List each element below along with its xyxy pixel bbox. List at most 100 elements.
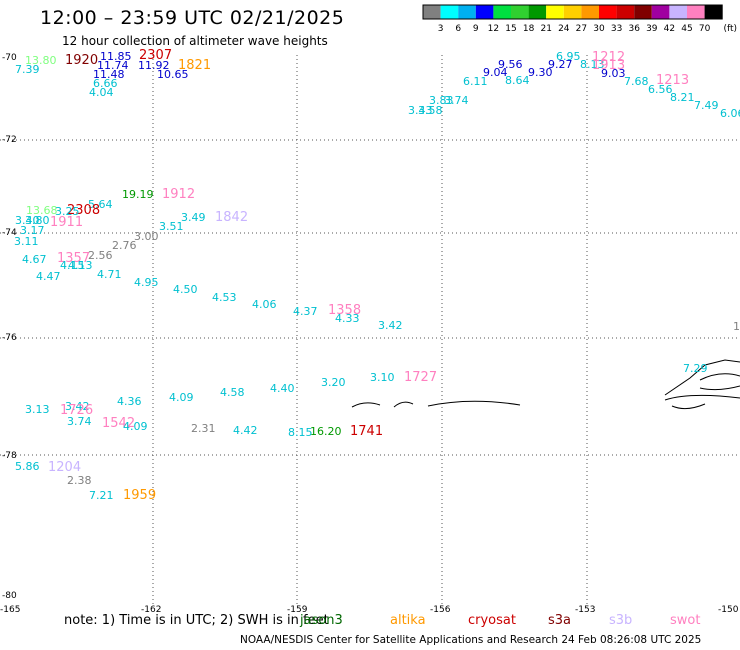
color-swatch bbox=[440, 5, 459, 19]
wave-height-label: 7.29 bbox=[683, 362, 708, 375]
map-subtitle: 12 hour collection of altimeter wave hei… bbox=[62, 34, 328, 48]
wave-height-label: 3.74 bbox=[67, 415, 92, 428]
wave-height-label: 4.71 bbox=[97, 268, 122, 281]
wave-height-label: 4.36 bbox=[117, 395, 142, 408]
pass-time-label: 1204 bbox=[48, 460, 81, 475]
wave-height-label: 1 bbox=[733, 320, 740, 333]
wave-height-label: 3.00 bbox=[134, 230, 159, 243]
wave-height-label: 3.42 bbox=[378, 319, 403, 332]
wave-height-label: 4.15 bbox=[60, 259, 85, 272]
color-swatch bbox=[616, 5, 635, 19]
wave-height-label: 5.64 bbox=[88, 198, 113, 211]
wave-height-label: 3.49 bbox=[181, 211, 206, 224]
wave-height-label: 9.30 bbox=[528, 66, 553, 79]
wave-height-label: 8.13 bbox=[580, 58, 605, 71]
coastline bbox=[664, 394, 740, 401]
wave-height-label: 3.51 bbox=[159, 220, 184, 233]
wave-height-label: 4.40 bbox=[270, 382, 295, 395]
wave-height-label: 3.17 bbox=[20, 224, 45, 237]
coastline bbox=[699, 373, 740, 381]
coastline bbox=[699, 385, 740, 391]
color-swatch bbox=[528, 5, 547, 19]
coastline bbox=[427, 400, 521, 407]
pass-time-label: 1358 bbox=[328, 303, 361, 318]
wave-height-label: 2.56 bbox=[88, 249, 113, 262]
wave-height-label: 13.68 bbox=[26, 204, 58, 217]
pass-time-label: 1821 bbox=[178, 58, 211, 73]
wave-height-label: 13.80 bbox=[25, 54, 57, 67]
scale-label: 30 bbox=[593, 24, 605, 34]
color-swatch bbox=[546, 5, 564, 19]
wave-height-label: 7.68 bbox=[624, 75, 649, 88]
wave-height-label: 8.64 bbox=[505, 74, 530, 87]
wave-height-label: 4.13 bbox=[68, 259, 93, 272]
wave-height-label: 4.33 bbox=[335, 312, 360, 325]
scale-label: 39 bbox=[646, 24, 658, 34]
scale-label: 42 bbox=[664, 24, 675, 34]
wave-height-label: 16.20 bbox=[310, 425, 342, 438]
pass-time-label: 1913 bbox=[592, 58, 625, 73]
wave-height-label: 2.38 bbox=[67, 474, 92, 487]
scale-label: 70 bbox=[699, 24, 711, 34]
color-swatch bbox=[475, 5, 494, 19]
wave-height-label: 4.50 bbox=[173, 283, 198, 296]
wave-height-label: 8.21 bbox=[670, 91, 695, 104]
wave-height-label: 9.27 bbox=[548, 58, 573, 71]
coastline bbox=[351, 402, 381, 408]
scale-label: 27 bbox=[576, 24, 587, 34]
wave-height-label: 3.74 bbox=[444, 94, 469, 107]
wave-height-label: 6.06 bbox=[720, 107, 740, 120]
wave-height-label: 9.56 bbox=[498, 58, 523, 71]
scale-label: 36 bbox=[628, 24, 640, 34]
color-swatch bbox=[511, 5, 529, 19]
wave-height-label: 11.48 bbox=[93, 68, 125, 81]
map-title: 12:00 – 23:59 UTC 02/21/2025 bbox=[40, 7, 345, 29]
wave-height-label: 3.80 bbox=[25, 214, 50, 227]
color-swatch bbox=[704, 5, 723, 19]
pass-time-label: 1213 bbox=[656, 73, 689, 88]
wave-height-label: 7.49 bbox=[694, 99, 719, 112]
scale-label: 6 bbox=[455, 24, 461, 34]
color-swatch bbox=[669, 5, 687, 19]
color-swatch bbox=[581, 5, 599, 19]
color-swatch bbox=[563, 5, 582, 19]
wave-height-label: 3.83 bbox=[429, 94, 454, 107]
wave-height-label: 11.74 bbox=[97, 59, 129, 72]
wave-height-label: 3.10 bbox=[370, 371, 395, 384]
wave-height-label: 6.56 bbox=[648, 83, 673, 96]
wave-height-label: 2.76 bbox=[112, 239, 137, 252]
pass-time-label: 1357 bbox=[57, 251, 90, 266]
coastline bbox=[671, 403, 706, 410]
wave-height-label: 7.39 bbox=[15, 63, 40, 76]
color-swatch bbox=[634, 5, 652, 19]
wave-height-label: 9.04 bbox=[483, 66, 508, 79]
wave-height-label: 5.86 bbox=[15, 460, 40, 473]
wave-height-label: 6.95 bbox=[556, 50, 581, 63]
pass-time-label: 1912 bbox=[162, 187, 195, 202]
wave-height-label: 11.92 bbox=[138, 59, 170, 72]
wave-height-label: 3.25 bbox=[55, 205, 80, 218]
pass-time-label: 1959 bbox=[123, 488, 156, 503]
scale-unit: (ft) bbox=[723, 24, 737, 34]
wave-height-label: 4.95 bbox=[134, 276, 159, 289]
pass-time-label: 1911 bbox=[50, 215, 83, 230]
wave-height-label: 11.85 bbox=[100, 50, 132, 63]
wave-height-label: 2.31 bbox=[191, 422, 216, 435]
color-swatch bbox=[493, 5, 511, 19]
pass-time-label: 2308 bbox=[67, 203, 100, 218]
scale-label: 12 bbox=[488, 24, 499, 34]
pass-time-label: 1741 bbox=[350, 424, 383, 439]
wave-height-label: 4.09 bbox=[123, 420, 148, 433]
pass-time-label: 1212 bbox=[592, 50, 625, 65]
scale-label: 18 bbox=[523, 24, 535, 34]
wave-height-label: 3.42 bbox=[65, 400, 90, 413]
wave-height-label: 6.11 bbox=[463, 75, 488, 88]
wave-height-label: 4.58 bbox=[220, 386, 245, 399]
coastline bbox=[664, 359, 740, 396]
scale-label: 15 bbox=[505, 24, 516, 34]
color-scale-bar: 3 6 9 12 15 18 21 24 27 30 33 36 39 42 45 70 (ft) bbox=[422, 4, 737, 34]
coastline bbox=[393, 401, 414, 408]
wave-height-label: 4.37 bbox=[293, 305, 318, 318]
wave-height-label: 3.20 bbox=[321, 376, 346, 389]
